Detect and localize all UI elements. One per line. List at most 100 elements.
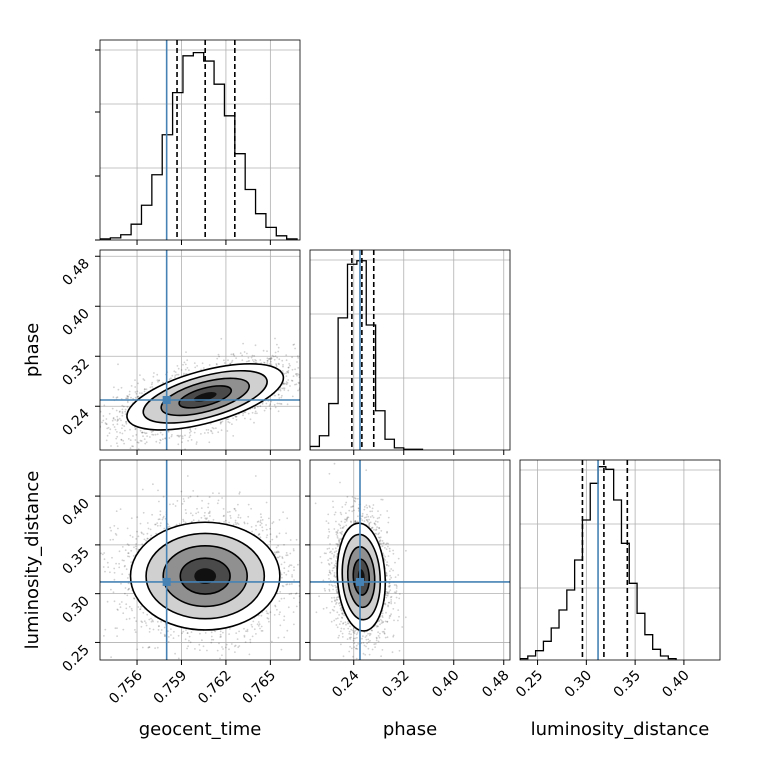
sample-point xyxy=(329,398,331,400)
sample-point xyxy=(157,629,160,631)
sample-point xyxy=(120,582,122,585)
sample-point xyxy=(130,517,133,520)
sample-point xyxy=(134,396,137,399)
sample-point xyxy=(97,395,99,397)
sample-point xyxy=(281,576,283,579)
sample-point xyxy=(280,648,283,651)
sample-point xyxy=(134,386,137,388)
sample-point xyxy=(205,429,208,431)
sample-point xyxy=(296,355,299,357)
sample-point xyxy=(255,359,257,362)
sample-point xyxy=(168,525,171,528)
sample-point xyxy=(151,381,154,384)
sample-point xyxy=(196,495,199,498)
sample-point xyxy=(295,383,298,386)
sample-point xyxy=(192,490,195,492)
sample-point xyxy=(118,417,121,420)
sample-point xyxy=(303,411,305,413)
sample-point xyxy=(277,362,280,365)
sample-point xyxy=(113,578,116,581)
sample-point xyxy=(260,516,263,519)
sample-point xyxy=(286,629,289,632)
sample-point xyxy=(167,636,170,638)
sample-point xyxy=(265,407,267,410)
sample-point xyxy=(266,612,268,615)
sample-point xyxy=(159,522,162,524)
sample-point xyxy=(274,406,277,409)
sample-point xyxy=(251,359,254,361)
y-tick-label: 0.40 xyxy=(59,306,92,339)
sample-point xyxy=(137,535,140,538)
sample-point xyxy=(118,562,120,565)
sample-point xyxy=(127,582,130,585)
sample-point xyxy=(199,632,201,635)
sample-point xyxy=(146,522,149,524)
sample-point xyxy=(105,439,108,442)
sample-point xyxy=(275,363,277,365)
sample-point xyxy=(201,362,204,365)
x-tick-label: 0.35 xyxy=(611,668,644,701)
sample-point xyxy=(170,634,172,636)
sample-point xyxy=(124,413,127,415)
sample-point xyxy=(283,615,286,618)
sample-point xyxy=(218,642,220,645)
sample-point xyxy=(343,350,345,352)
sample-point xyxy=(255,528,257,531)
sample-point xyxy=(156,646,159,649)
sample-point xyxy=(281,557,284,560)
sample-point xyxy=(172,637,175,639)
sample-point xyxy=(120,439,123,441)
sample-point xyxy=(211,426,214,429)
sample-point xyxy=(250,623,253,626)
sample-point xyxy=(98,399,100,401)
sample-point xyxy=(149,436,151,438)
sample-point xyxy=(148,454,150,456)
sample-point xyxy=(194,427,197,430)
sample-point xyxy=(231,423,233,426)
sample-point xyxy=(283,543,285,546)
sample-point xyxy=(207,506,210,509)
sample-point xyxy=(282,364,284,366)
sample-point xyxy=(217,431,220,434)
sample-point xyxy=(143,431,146,434)
sample-point xyxy=(259,513,262,516)
sample-point xyxy=(144,432,147,435)
sample-point xyxy=(148,618,151,621)
sample-point xyxy=(145,624,148,627)
sample-point xyxy=(220,635,222,638)
sample-point xyxy=(122,628,125,631)
sample-point xyxy=(103,552,106,554)
sample-point xyxy=(124,549,127,552)
sample-point xyxy=(222,631,224,634)
sample-point xyxy=(244,641,247,643)
sample-point xyxy=(144,453,146,455)
sample-point xyxy=(238,630,241,633)
sample-point xyxy=(169,503,171,506)
panel-frame xyxy=(99,39,301,241)
sample-point xyxy=(283,387,286,390)
sample-point xyxy=(124,564,126,567)
sample-point xyxy=(207,429,210,431)
sample-point xyxy=(245,630,247,633)
sample-point xyxy=(185,629,187,631)
sample-point xyxy=(127,589,129,591)
sample-point xyxy=(211,432,214,435)
panel-geocent_time-vs-luminosity_distance xyxy=(100,460,307,660)
sample-point xyxy=(275,551,278,553)
sample-point xyxy=(116,445,119,448)
sample-point xyxy=(269,611,272,614)
sample-point xyxy=(271,354,274,357)
sample-point xyxy=(120,419,122,422)
sample-point xyxy=(301,600,303,602)
sample-point xyxy=(251,354,254,357)
sample-point xyxy=(229,362,232,365)
sample-point xyxy=(191,514,194,517)
sample-point xyxy=(266,534,269,537)
sample-point xyxy=(226,418,229,421)
sample-point xyxy=(127,438,130,440)
sample-point xyxy=(121,427,123,430)
sample-point xyxy=(186,632,189,634)
sample-point xyxy=(295,373,298,375)
sample-point xyxy=(190,430,192,433)
sample-point xyxy=(305,564,307,566)
